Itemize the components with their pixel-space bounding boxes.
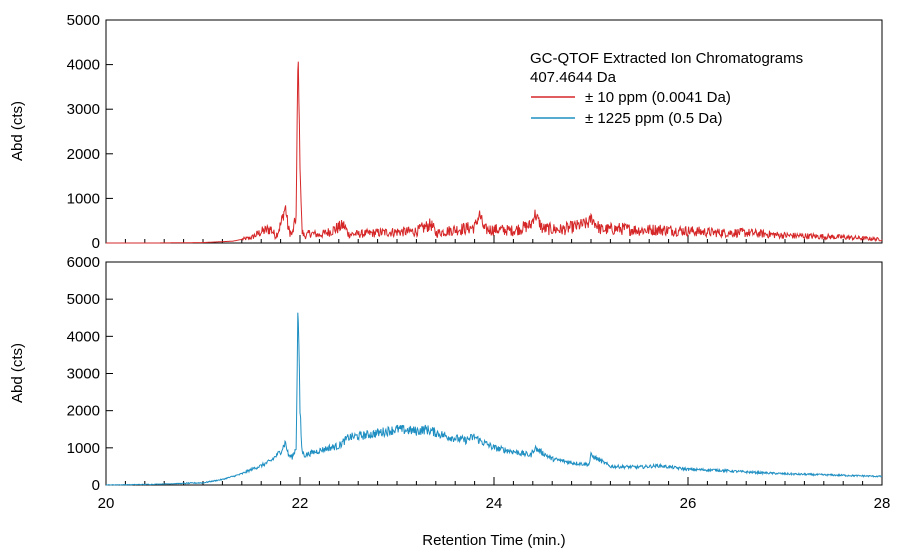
legend: GC-QTOF Extracted Ion Chromatograms 407.… [530,50,803,127]
bottom-ytick-label: 2000 [67,403,100,420]
top-ytick-label: 1000 [67,190,100,207]
bottom-ytick-label: 3000 [67,366,100,383]
x-tick-label: 20 [98,495,115,512]
top-series-line [106,61,883,244]
top-ytick-label: 0 [92,235,100,252]
bottom-x-axis: 20 22 24 26 28 [98,477,891,512]
legend-title-line-1: GC-QTOF Extracted Ion Chromatograms [530,50,803,67]
bottom-ytick-label: 5000 [67,291,100,308]
bottom-series-group [105,312,883,486]
top-ytick-label: 5000 [67,12,100,29]
x-tick-label: 24 [486,495,503,512]
top-x-minor-ticks [105,235,883,243]
bottom-ytick-label: 4000 [67,328,100,345]
bottom-y-axis-title: Abd (cts) [9,343,26,403]
x-axis-title: Retention Time (min.) [422,532,565,549]
bottom-ytick-label: 1000 [67,440,100,457]
bottom-ytick-label: 6000 [67,254,100,271]
x-tick-label: 26 [680,495,697,512]
top-y-axis-title: Abd (cts) [9,101,26,161]
x-tick-label: 22 [292,495,309,512]
top-panel: 0 1000 2000 3000 4000 5000 Abd (cts) GC-QTOF … [9,12,883,252]
top-y-axis: 0 1000 2000 3000 4000 5000 [67,12,113,252]
legend-title-line-2: 407.4644 Da [530,69,617,86]
legend-entry-red: ± 10 ppm (0.0041 Da) [585,89,731,106]
bottom-y-axis: 0 1000 2000 3000 4000 5000 6000 [67,254,113,494]
x-tick-label: 28 [874,495,891,512]
top-ytick-label: 2000 [67,146,100,163]
bottom-ytick-label: 0 [92,477,100,494]
top-ytick-label: 4000 [67,57,100,74]
bottom-panel: 0 1000 2000 3000 4000 5000 6000 20 22 24 26 28 Abd… [9,254,890,549]
bottom-series-line [105,312,883,486]
top-series-group [106,61,883,244]
top-ytick-label: 3000 [67,101,100,118]
legend-entry-blue: ± 1225 ppm (0.5 Da) [585,110,722,127]
bottom-plot-frame [105,261,883,486]
